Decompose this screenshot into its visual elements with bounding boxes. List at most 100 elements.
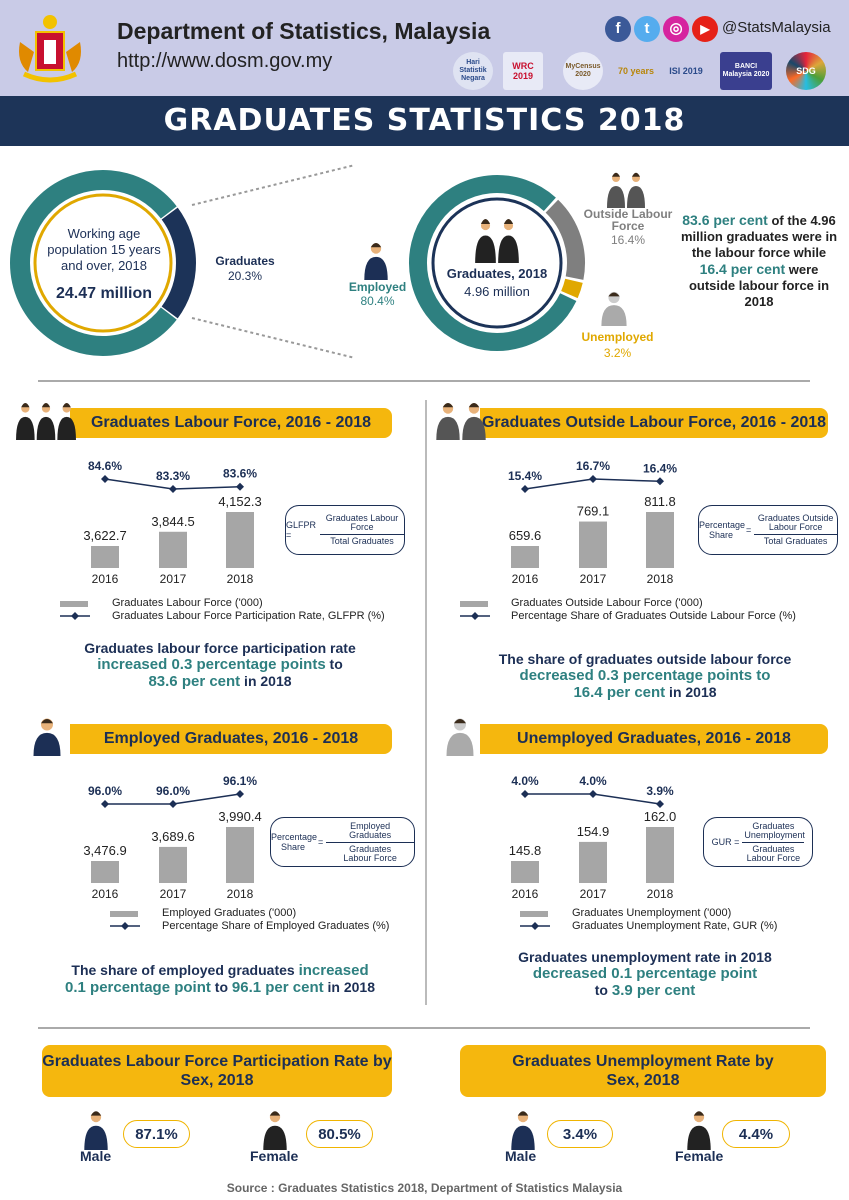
bar-value-label: 659.6 [509,528,542,543]
instagram-icon[interactable]: ◎ [663,16,689,42]
summary-text: The share of employed graduates [71,962,299,978]
percentage-share-formula: Percentage Share = Graduates Outside Labo… [698,505,838,555]
male-label: Male [80,1148,112,1164]
bar-2017 [159,846,187,883]
bar-value-label: 154.9 [577,824,610,839]
mycensus-logo: MyCensus 2020 [563,52,603,90]
column-divider [425,400,427,1005]
female-icon [686,1106,712,1155]
70-years-logo: 70 years [617,66,655,76]
employed-label: Employed [348,280,407,294]
bar-2016 [511,546,539,568]
legend-bar-label: Employed Graduates ('000) [162,907,297,919]
twitter-icon[interactable]: t [634,16,660,42]
bar-2018 [226,512,254,568]
summary-text: Graduates unemployment rate in 2018 [518,949,772,965]
legend-bar-swatch [520,911,548,917]
rate-point [236,790,244,798]
rate-label: 4.0% [511,774,539,788]
year-tick-label: 2017 [160,887,187,901]
rate-point [589,475,597,483]
ur-by-sex-title: Graduates Unemployment Rate by Sex, 2018 [460,1045,826,1097]
legend-line-label: Percentage Share of Graduates Outside La… [511,610,796,622]
website-link[interactable]: http://www.dosm.gov.my [117,50,333,72]
lfpr-by-sex-title: Graduates Labour Force Participation Rat… [42,1045,392,1097]
rate-label: 15.4% [508,469,542,483]
labour-force-people-icon [15,398,77,445]
gur-formula: GUR = Graduates Unemployment Graduates La… [703,817,813,867]
legend-bar-label: Graduates Outside Labour Force ('000) [511,597,703,609]
legend-line-swatch [520,922,550,930]
coat-of-arms-logo [19,15,81,83]
rate-point [656,800,664,808]
social-handle: @StatsMalaysia [722,19,831,36]
summary-text: were outside labour force in 2018 [688,262,830,309]
summary-highlight: decreased 0.1 percentage point [532,965,758,982]
panel-title-unemployed: Unemployed Graduates, 2016 - 2018 [480,724,828,754]
bar-value-label: 811.8 [644,494,676,509]
legend-line-label: Graduates Labour Force Participation Rat… [112,610,385,622]
year-tick-label: 2016 [512,887,539,901]
summary-highlight: 96.1 per cent [231,979,324,996]
unemployed-person-icon [600,288,628,331]
graduates-2018-value: 4.96 million [464,284,530,299]
bar-2017 [579,521,607,568]
summary-text: to [210,979,232,995]
panel-title-labour-force: Graduates Labour Force, 2016 - 2018 [70,408,392,438]
graduates-share-value: 20.3% [227,269,263,283]
banci-logo: BANCI Malaysia 2020 [720,52,772,90]
summary-text: to [325,656,343,672]
year-tick-label: 2018 [647,572,674,586]
legend-line-label: Percentage Share of Employed Graduates (… [162,920,390,932]
panel-summary: Graduates unemployment rate in 2018 decr… [455,949,835,999]
formula-lhs: GLFPR = [286,520,317,540]
formula-numerator: Graduates Unemployment [742,821,805,843]
hari-statistik-logo: Hari Statistik Negara [453,52,493,90]
facebook-icon[interactable]: f [605,16,631,42]
year-tick-label: 2017 [160,572,187,586]
unemployed-label: Unemployed [581,330,654,344]
formula-denominator: Graduates Labour Force [746,843,801,863]
bar-2016 [511,861,539,883]
bar-value-label: 3,622.7 [83,528,126,543]
summary-text: in 2018 [665,684,717,700]
unemployed-value: 3.2% [603,346,632,360]
bar-value-label: 3,844.5 [151,514,194,529]
female-label: Female [250,1148,299,1164]
formula-lhs: GUR = [711,837,740,847]
summary-highlight: increased [298,962,369,979]
rate-point [169,485,177,493]
outside-value: 16.4% [610,233,646,247]
youtube-icon[interactable]: ▶ [692,16,718,42]
rate-point [521,485,529,493]
year-tick-label: 2017 [580,572,607,586]
rate-point [169,800,177,808]
summary-text: in 2018 [240,673,292,689]
sdg-logo: SDG [786,52,826,90]
bar-value-label: 3,476.9 [83,843,126,858]
year-tick-label: 2018 [227,887,254,901]
ur-female-value: 4.4% [722,1120,790,1148]
graduates-share-label: Graduates [215,254,275,268]
male-label: Male [505,1148,537,1164]
formula-denominator: Total Graduates [763,536,828,546]
wrc-2019-logo: WRC 2019 [503,52,543,90]
rate-label: 84.6% [88,459,122,473]
donut-slice-graduates [161,207,196,319]
year-tick-label: 2016 [512,572,539,586]
rate-label: 16.4% [643,461,677,475]
rate-point [656,477,664,486]
bar-2018 [646,512,674,568]
bar-2018 [226,827,254,883]
bar-value-label: 769.1 [577,504,610,519]
formula-lhs: Percentage Share [271,832,318,852]
outside-labour-force-chart: 659.6 2016 769.1 2017 811.8 2018 15.4% 16.7% 16.… [508,459,677,586]
legend-bar-swatch [110,911,138,917]
rate-label: 83.3% [156,469,190,483]
bar-2018 [646,827,674,883]
graduates-donut [409,175,585,351]
year-tick-label: 2017 [580,887,607,901]
legend-bar-swatch [60,601,88,607]
lfpr-female-value: 80.5% [306,1120,373,1148]
year-tick-label: 2018 [647,887,674,901]
